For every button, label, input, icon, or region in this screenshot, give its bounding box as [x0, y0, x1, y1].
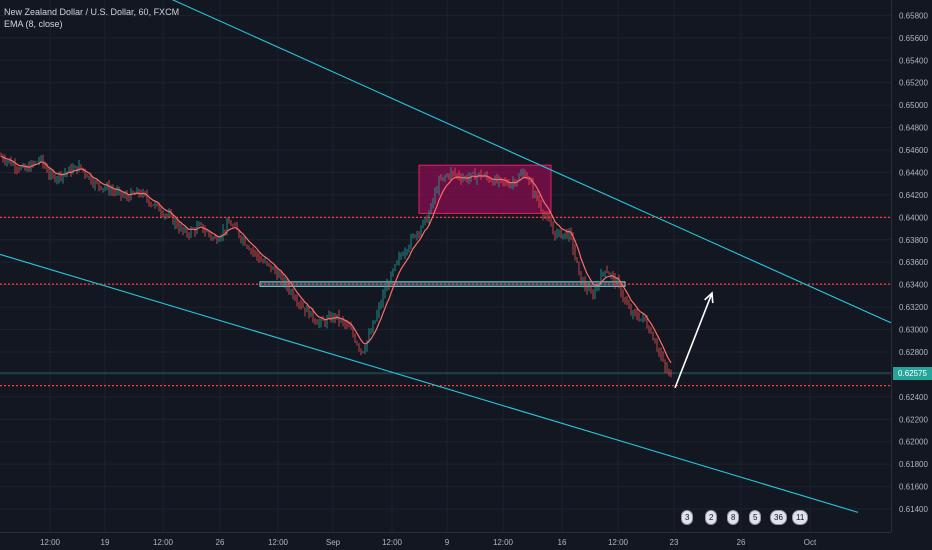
ema-path [0, 155, 672, 364]
time-tick-label: 9 [445, 538, 450, 547]
event-badge[interactable]: 8 [727, 510, 740, 525]
support-band [259, 281, 626, 287]
trendline [171, 0, 892, 324]
time-tick-label: 12:00 [268, 538, 289, 547]
time-tick-label: 26 [216, 538, 225, 547]
event-badge[interactable]: 36 [770, 510, 787, 525]
time-tick-label: 26 [737, 538, 746, 547]
horizontal-levels [0, 216, 891, 387]
price-tick-label: 0.65800 [899, 11, 928, 20]
indicator-title[interactable]: EMA (8, close) [4, 19, 63, 29]
price-tick-label: 0.64800 [899, 124, 928, 133]
price-tick-label: 0.65200 [899, 79, 928, 88]
price-tick-label: 0.63000 [899, 326, 928, 335]
last-price-label: 0.62575 [893, 367, 932, 380]
price-tick-label: 0.61400 [899, 505, 928, 514]
event-badge[interactable]: 11 [792, 510, 809, 525]
price-tick-label: 0.62400 [899, 393, 928, 402]
time-tick-label: 16 [558, 538, 567, 547]
arrow-shaft [674, 292, 713, 389]
time-axis-border [0, 532, 891, 533]
price-tick-label: 0.62000 [899, 438, 928, 447]
time-tick-label: 19 [101, 538, 110, 547]
time-tick-label: 12:00 [382, 538, 403, 547]
price-tick-label: 0.61800 [899, 460, 928, 469]
event-badge[interactable]: 5 [749, 510, 762, 525]
time-axis[interactable]: 12:00 19 12:00 26 12:00 Sep 12:00 9 12:00 16 12:00… [40, 538, 817, 547]
time-tick-label: 12:00 [608, 538, 629, 547]
price-tick-label: 0.64200 [899, 191, 928, 200]
event-badge[interactable]: 2 [705, 510, 718, 525]
time-tick-label: 12:00 [40, 538, 61, 547]
time-tick-label: 12:00 [153, 538, 174, 547]
trendline [0, 253, 859, 513]
price-tick-label: 0.64000 [899, 213, 928, 222]
price-tick-label: 0.64600 [899, 146, 928, 155]
trendlines[interactable] [0, 0, 892, 513]
time-tick-label: Sep [326, 538, 341, 547]
price-tick-label: 0.61600 [899, 483, 928, 492]
event-badge[interactable]: 3 [681, 510, 694, 525]
price-tick-label: 0.63600 [899, 258, 928, 267]
price-tick-label: 0.64400 [899, 168, 928, 177]
price-axis[interactable]: 0.65800 0.65600 0.65400 0.65200 0.65000 0.648… [899, 11, 928, 514]
price-tick-label: 0.65400 [899, 56, 928, 65]
price-tick-label: 0.63400 [899, 281, 928, 290]
time-tick-label: Oct [804, 538, 817, 547]
zones [259, 164, 626, 287]
chart-legend[interactable]: New Zealand Dollar / U.S. Dollar, 60, FX… [4, 6, 179, 30]
arrow-head [704, 291, 714, 304]
time-tick-label: 12:00 [493, 538, 514, 547]
projection-arrow[interactable] [674, 291, 714, 389]
grid [0, 0, 891, 532]
price-tick-label: 0.65000 [899, 101, 928, 110]
candles [0, 152, 672, 378]
time-tick-label: 23 [670, 538, 679, 547]
price-tick-label: 0.63800 [899, 236, 928, 245]
price-tick-label: 0.62200 [899, 415, 928, 424]
price-tick-label: 0.62800 [899, 348, 928, 357]
price-axis-border [891, 0, 892, 532]
ema-line [0, 155, 672, 364]
symbol-title[interactable]: New Zealand Dollar / U.S. Dollar, 60, FX… [4, 7, 180, 17]
price-tick-label: 0.65600 [899, 34, 928, 43]
price-tick-label: 0.63200 [899, 303, 928, 312]
